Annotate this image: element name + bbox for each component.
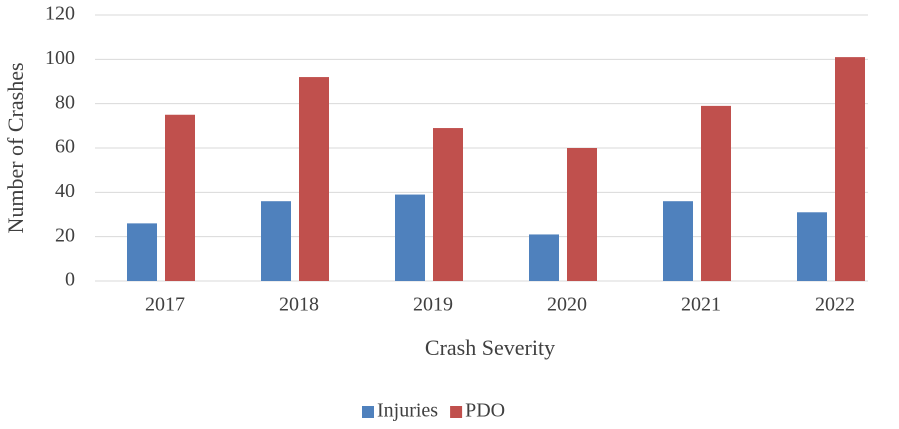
bar [261, 201, 291, 281]
bar [701, 105, 731, 281]
legend-swatch [362, 406, 374, 418]
bar [567, 148, 597, 281]
x-tick-label: 2021 [681, 294, 721, 316]
x-tick-label: 2022 [815, 294, 855, 316]
bar [529, 234, 559, 281]
bar [299, 77, 329, 281]
y-tick-label: 100 [45, 47, 75, 69]
y-tick-label: 40 [55, 180, 75, 202]
y-tick-label: 80 [55, 91, 75, 113]
x-axis-title: Crash Severity [425, 335, 555, 360]
x-tick-label: 2020 [547, 294, 587, 316]
y-tick-label: 0 [65, 269, 75, 291]
y-tick-label: 60 [55, 136, 75, 158]
bar [663, 201, 693, 281]
bar [165, 114, 195, 281]
bar [797, 212, 827, 281]
y-axis-title: Number of Crashes [3, 62, 28, 233]
bar [433, 128, 463, 281]
legend-label: Injuries [377, 400, 438, 422]
y-tick-label: 120 [45, 3, 75, 25]
bar [127, 223, 157, 281]
legend-label: PDO [465, 400, 505, 422]
x-tick-label: 2018 [279, 294, 319, 316]
bar [395, 194, 425, 281]
y-tick-label: 20 [55, 224, 75, 246]
legend-swatch [450, 406, 463, 418]
x-tick-label: 2019 [413, 294, 453, 316]
x-tick-label: 2017 [145, 294, 185, 316]
bar [835, 57, 865, 281]
